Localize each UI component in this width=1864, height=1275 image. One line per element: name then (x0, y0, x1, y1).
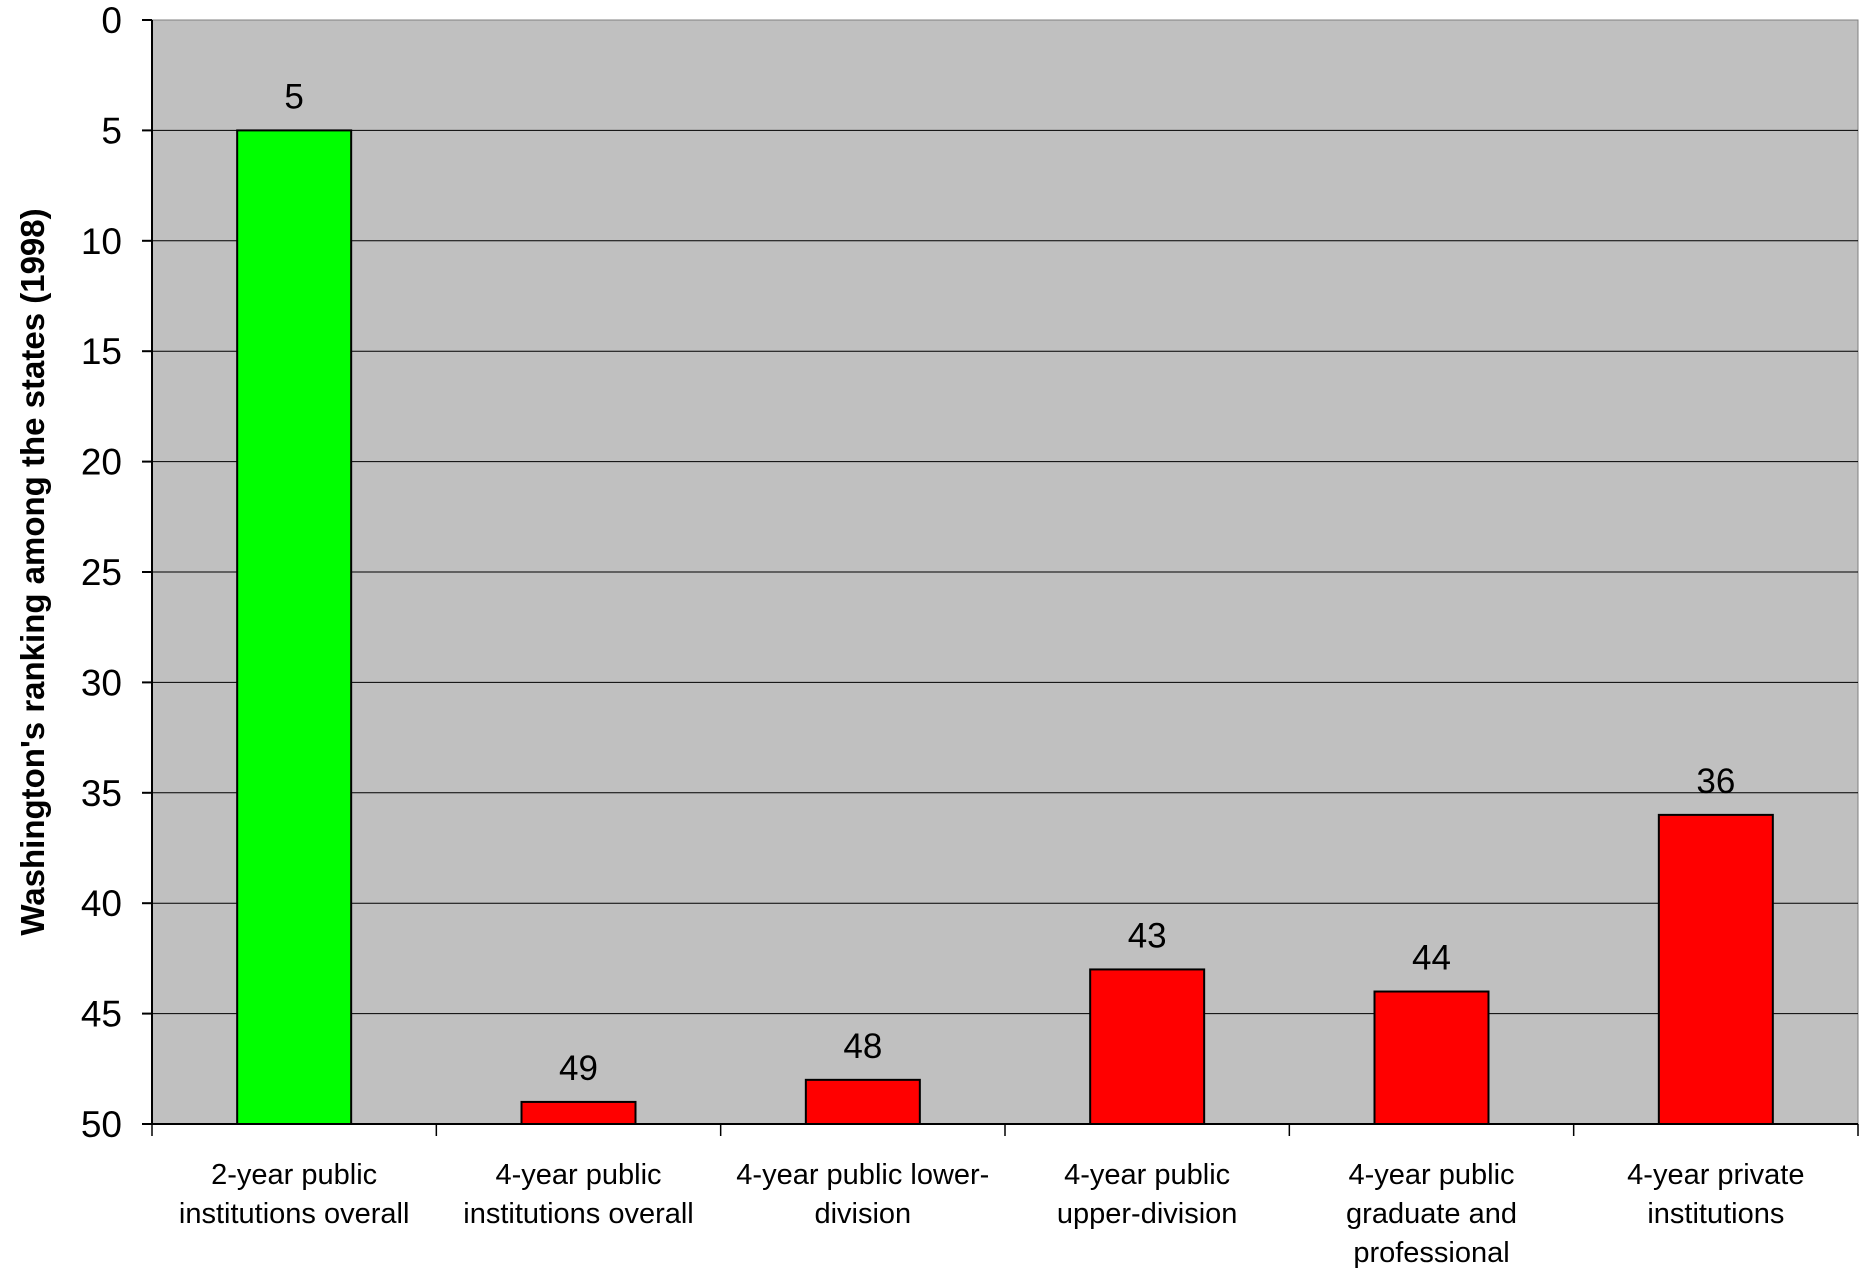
y-tick-label: 0 (101, 0, 122, 41)
y-tick-label: 45 (81, 994, 122, 1035)
x-tick-labels: 2-year public institutions overall4-year … (179, 1159, 1805, 1269)
y-axis-title: Washington's ranking among the states (1… (14, 208, 51, 935)
x-tick-label-line: 4-year private (1627, 1159, 1804, 1191)
x-tick-label: 4-year private institutions (1627, 1159, 1804, 1230)
x-tick-label-line: professional (1353, 1237, 1509, 1269)
data-label: 44 (1412, 939, 1451, 978)
axes (142, 19, 1859, 1136)
y-tick-label: 10 (81, 221, 122, 262)
bar (804, 1078, 921, 1125)
y-tick-label: 35 (81, 773, 122, 814)
y-tick-label: 30 (81, 662, 122, 703)
x-tick-label-line: institutions overall (463, 1198, 694, 1230)
bars (236, 129, 1774, 1126)
y-tick-label: 20 (81, 442, 122, 483)
data-label: 49 (559, 1049, 598, 1088)
x-tick-label: 4-year public graduate and professional (1346, 1159, 1517, 1269)
x-tick-label-line: 4-year public (495, 1159, 661, 1191)
data-label: 43 (1128, 916, 1167, 955)
bar (520, 1100, 637, 1126)
x-tick-label-line: graduate and (1346, 1198, 1517, 1230)
bar (1657, 813, 1774, 1125)
y-tick-labels: 0 5 10 15 20 25 30 35 40 45 50 (81, 0, 122, 1145)
x-tick-label-line: institutions (1647, 1198, 1784, 1230)
x-tick-label-line: 4-year public lower- (736, 1159, 989, 1191)
y-tick-label: 50 (81, 1104, 122, 1145)
data-label: 36 (1696, 762, 1735, 801)
x-tick-label-line: division (814, 1198, 911, 1230)
gridlines (152, 129, 1858, 1015)
data-label: 48 (843, 1027, 882, 1066)
x-tick-label-line: upper-division (1057, 1198, 1238, 1230)
x-tick-label-line: 2-year public (211, 1159, 377, 1191)
x-tick-label: 4-year public upper-division (1057, 1159, 1238, 1230)
data-label: 5 (284, 77, 303, 116)
x-tick-label: 4-year public institutions overall (463, 1159, 694, 1230)
y-tick-label: 25 (81, 552, 122, 593)
x-tick-label-line: 4-year public (1064, 1159, 1230, 1191)
x-tick-label-line: 4-year public (1348, 1159, 1514, 1191)
bar (236, 129, 353, 1125)
x-tick-label-line: institutions overall (179, 1198, 410, 1230)
x-tick-label: 4-year public lower-division (736, 1159, 989, 1230)
y-tick-label: 5 (101, 110, 122, 151)
bar (1089, 968, 1206, 1125)
y-tick-label: 15 (81, 331, 122, 372)
x-tick-label: 2-year public institutions overall (179, 1159, 410, 1230)
data-labels: 5 49 48 43 44 36 (284, 77, 1735, 1088)
bar (1373, 990, 1490, 1126)
y-tick-label: 40 (81, 883, 122, 924)
